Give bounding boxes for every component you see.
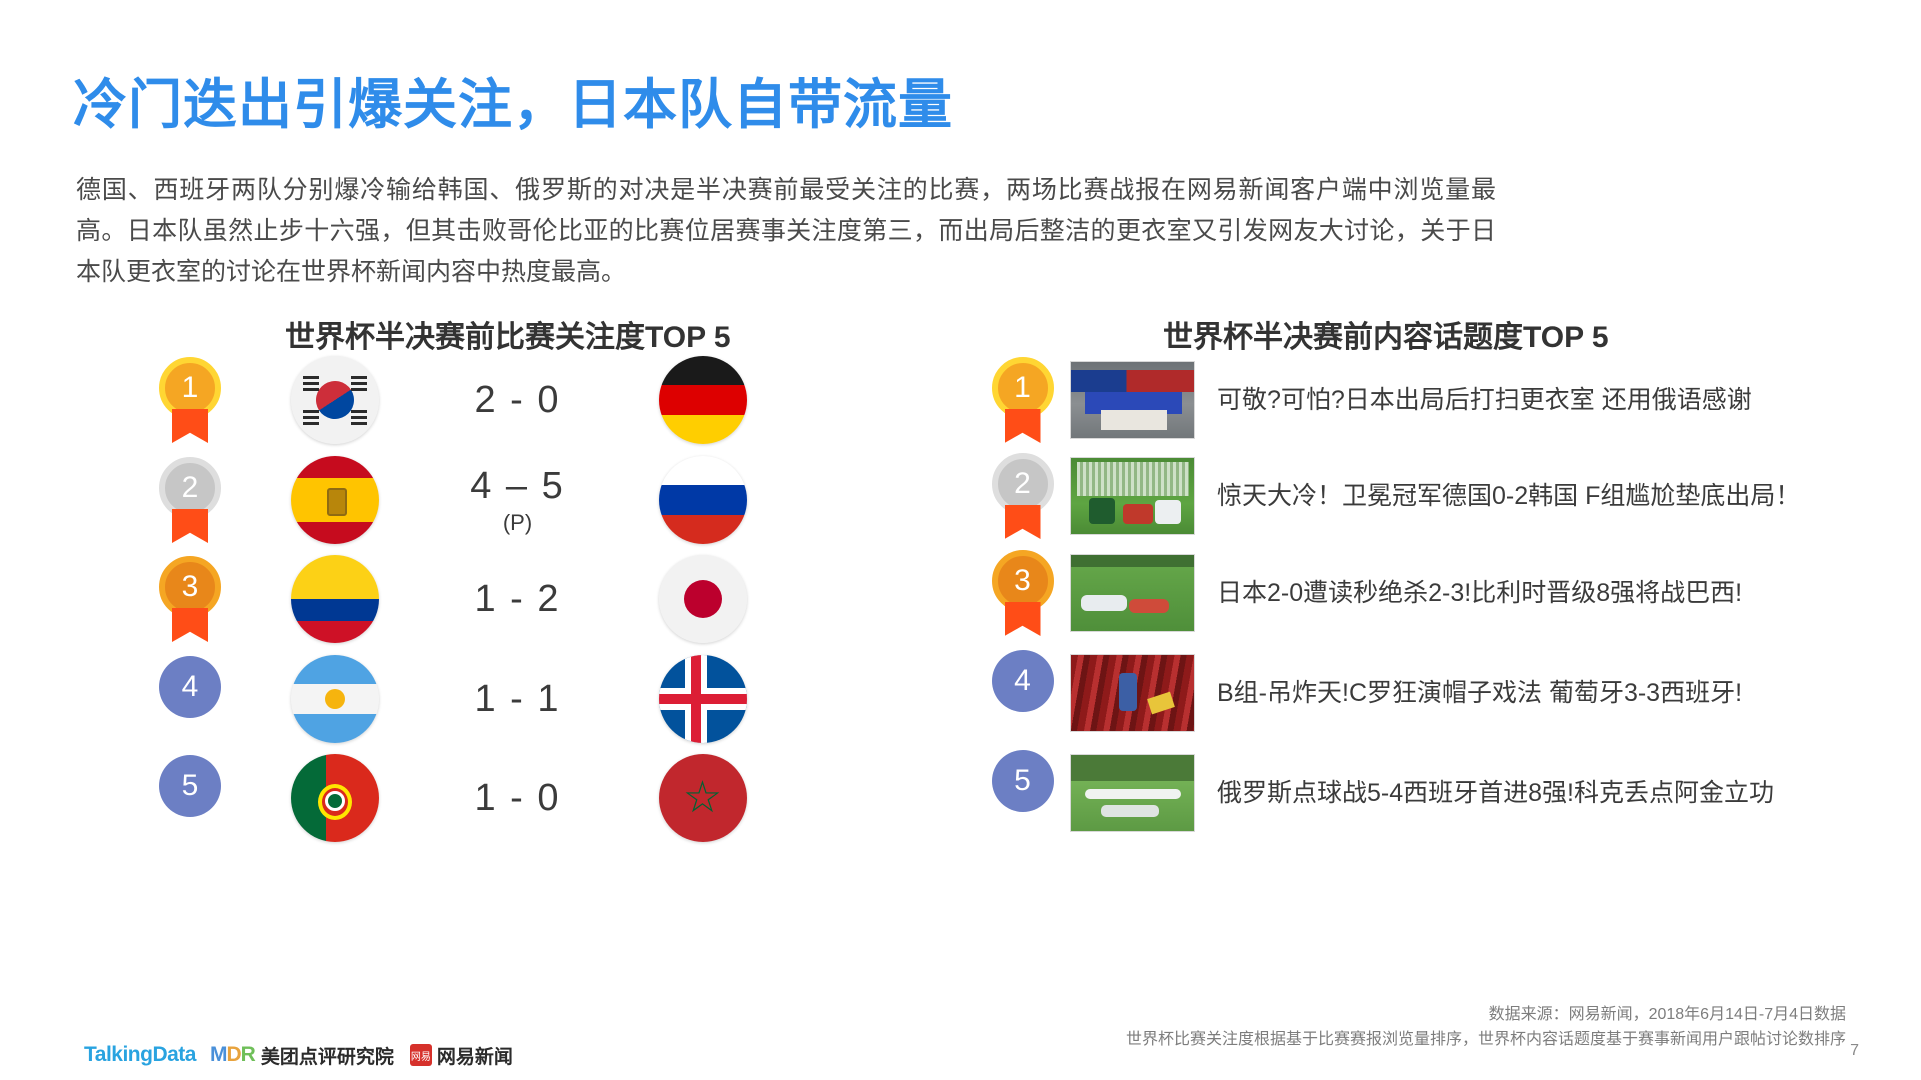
news-list-item[interactable]: 4 B组-吊炸天!C罗狂演帽子戏法 葡萄牙3-3西班牙!: [975, 645, 1875, 741]
match-row: 5 1 - 0 ☆: [120, 748, 780, 848]
flag-colombia-icon: [291, 555, 379, 643]
rank-badge-plain: 4: [159, 656, 221, 742]
ribbon-icon: [172, 608, 208, 642]
match-row: 4 1 - 1: [120, 649, 780, 749]
score-value: 1 - 1: [474, 677, 561, 720]
rank-badge-cell: 2: [975, 453, 1070, 539]
rank-number: 4: [159, 656, 221, 718]
rank-badge-cell: 5: [120, 755, 260, 841]
rank-badge-gold: 1: [991, 357, 1054, 443]
home-flag-cell: [260, 655, 410, 743]
rank-badge-cell: 3: [120, 556, 260, 642]
away-flag-cell: [625, 456, 780, 544]
rank-number: 1: [159, 357, 221, 419]
rank-badge-cell: 1: [975, 357, 1070, 443]
rank-badge-plain: 4: [991, 650, 1054, 736]
news-headline[interactable]: 俄罗斯点球战5-4西班牙首进8强!科克丢点阿金立功: [1217, 779, 1774, 807]
score-value: 4 – 5: [470, 464, 565, 507]
page-title: 冷门迭出引爆关注，日本队自带流量: [73, 75, 953, 135]
score-cell: 1 - 2: [410, 578, 625, 621]
away-flag-cell: ☆: [625, 754, 780, 842]
news-list-item[interactable]: 5 俄罗斯点球战5-4西班牙首进8强!科克丢点阿金立功: [975, 745, 1875, 841]
rank-badge-cell: 3: [975, 550, 1070, 636]
news-list-item[interactable]: 2 惊天大冷！卫冕冠军德国0-2韩国 F组尴尬垫底出局！: [975, 448, 1875, 544]
flag-south-korea-icon: [291, 356, 379, 444]
flag-spain-icon: [291, 456, 379, 544]
rank-badge-silver: 2: [991, 453, 1054, 539]
flag-argentina-icon: [291, 655, 379, 743]
match-row: 3 1 - 2: [120, 549, 780, 649]
flag-russia-icon: [658, 456, 747, 544]
news-list-item[interactable]: 3 日本2-0遭读秒绝杀2-3!比利时晋级8强将战巴西!: [975, 545, 1875, 641]
ribbon-icon: [1004, 602, 1041, 636]
rank-badge-bronze: 3: [991, 550, 1054, 636]
news-headline[interactable]: 可敬?可怕?日本出局后打扫更衣室 还用俄语感谢: [1217, 386, 1752, 414]
score-cell: 2 - 0: [410, 379, 625, 422]
home-flag-cell: [260, 754, 410, 842]
news-list-item[interactable]: 1 可敬?可怕?日本出局后打扫更衣室 还用俄语感谢: [975, 352, 1875, 448]
ribbon-icon: [172, 409, 208, 443]
netease-news-label: 网易新闻: [436, 1046, 513, 1068]
home-flag-cell: [260, 555, 410, 643]
rank-number: 4: [991, 650, 1054, 712]
score-value: 1 - 2: [474, 577, 561, 620]
flag-iceland-icon: [658, 655, 747, 743]
rank-badge-cell: 4: [975, 650, 1070, 736]
talkingdata-logo: TalkingData: [84, 1043, 196, 1066]
flag-japan-icon: [658, 555, 747, 643]
news-thumbnail-locker-room[interactable]: [1070, 361, 1195, 439]
news-headline[interactable]: 惊天大冷！卫冕冠军德国0-2韩国 F组尴尬垫底出局！: [1217, 482, 1801, 510]
footer-logos: TalkingData MDR 美团点评研究院 网易 网易新闻: [84, 1040, 513, 1070]
rank-badge-silver: 2: [159, 457, 221, 543]
data-source-note: 数据来源：网易新闻，2018年6月14日-7月4日数据 世界杯比赛关注度根据基于…: [1126, 1002, 1846, 1052]
match-row: 1 2 - 0: [120, 350, 780, 450]
away-flag-cell: [625, 555, 780, 643]
rank-number: 5: [159, 755, 221, 817]
home-flag-cell: [260, 456, 410, 544]
source-line-1: 数据来源：网易新闻，2018年6月14日-7月4日数据: [1488, 1006, 1846, 1023]
rank-number: 5: [991, 750, 1054, 812]
away-flag-cell: [625, 655, 780, 743]
score-cell: 1 - 1: [410, 678, 625, 721]
right-panel-title: 世界杯半决赛前内容话题度TOP 5: [1163, 321, 1609, 354]
rank-badge-plain: 5: [991, 750, 1054, 836]
rank-badge-cell: 2: [120, 457, 260, 543]
score-value: 1 - 0: [474, 776, 561, 819]
rank-badge-cell: 4: [120, 656, 260, 742]
intro-paragraph: 德国、西班牙两队分别爆冷输给韩国、俄罗斯的对决是半决赛前最受关注的比赛，两场比赛…: [76, 176, 1496, 286]
ribbon-icon: [172, 509, 208, 543]
news-headline[interactable]: B组-吊炸天!C罗狂演帽子戏法 葡萄牙3-3西班牙!: [1217, 679, 1743, 707]
mdr-logo: MDR: [209, 1043, 256, 1066]
left-panel-title: 世界杯半决赛前比赛关注度TOP 5: [285, 321, 731, 354]
netease-news-logo: 网易 网易新闻: [409, 1042, 513, 1069]
match-row: 2 4 – 5 (P): [120, 450, 780, 550]
news-thumbnail-red-crowd[interactable]: [1070, 654, 1195, 732]
rank-badge-plain: 5: [159, 755, 221, 841]
source-line-2: 世界杯比赛关注度根据基于比赛赛报浏览量排序，世界杯内容话题度基于赛事新闻用户跟帖…: [1125, 1031, 1846, 1048]
away-flag-cell: [625, 356, 780, 444]
news-headline[interactable]: 日本2-0遭读秒绝杀2-3!比利时晋级8强将战巴西!: [1217, 579, 1743, 607]
flag-morocco-icon: ☆: [658, 754, 747, 842]
score-cell: 4 – 5 (P): [410, 465, 625, 536]
news-thumbnail-wide-pitch[interactable]: [1070, 754, 1195, 832]
flag-germany-icon: [658, 356, 747, 444]
ribbon-icon: [1004, 409, 1041, 443]
flag-portugal-icon: [291, 754, 379, 842]
rank-badge-bronze: 3: [159, 556, 221, 642]
news-thumbnail-pitch-players[interactable]: [1070, 554, 1195, 632]
news-thumbnail-goal-save[interactable]: [1070, 457, 1195, 535]
rank-badge-gold: 1: [159, 357, 221, 443]
score-note: (P): [502, 509, 533, 535]
score-value: 2 - 0: [474, 378, 561, 421]
ribbon-icon: [1004, 505, 1041, 539]
netease-mark-icon: 网易: [409, 1044, 432, 1066]
page-number: 7: [1850, 1042, 1859, 1059]
home-flag-cell: [260, 356, 410, 444]
score-cell: 1 - 0: [410, 777, 625, 820]
meituan-research-logo: 美团点评研究院: [260, 1046, 394, 1068]
rank-badge-cell: 5: [975, 750, 1070, 836]
rank-badge-cell: 1: [120, 357, 260, 443]
